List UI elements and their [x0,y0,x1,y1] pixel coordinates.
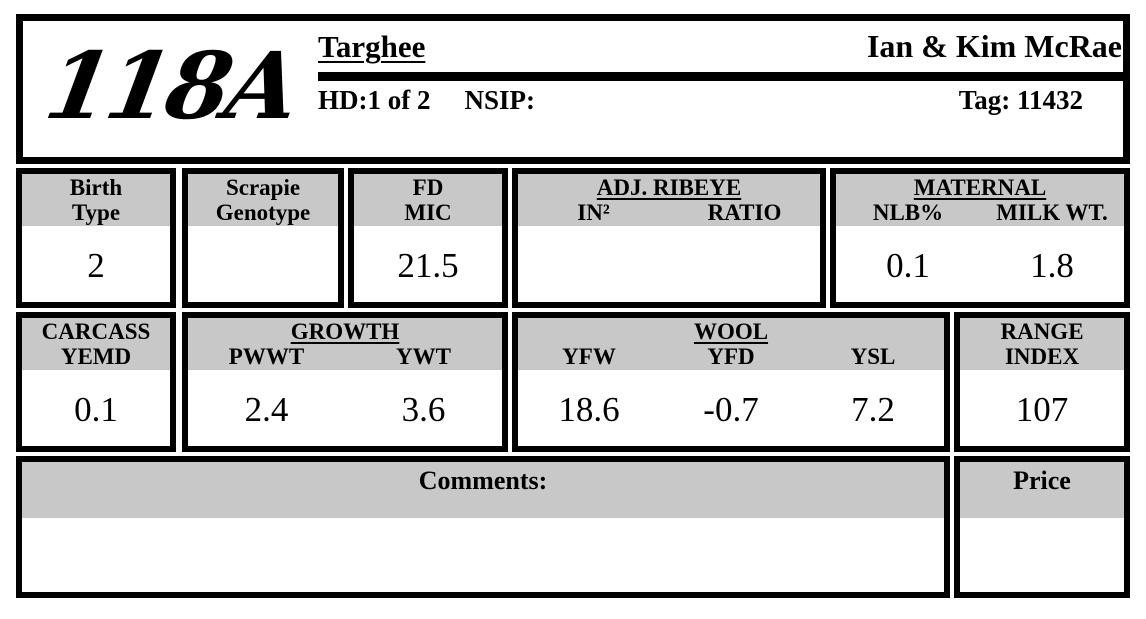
header-right: Targhee Ian & Kim McRae HD:1 of 2 NSIP: … [318,21,1123,157]
wool-sublabels: YFW YFD YSL [518,344,944,369]
wool-group-label: WOOL [693,319,769,344]
fd-mic-label-2: MIC [404,200,452,225]
milk-wt-label: MILK WT. [996,200,1108,225]
nlb-value: 0.1 [886,246,930,285]
milk-wt-value: 1.8 [1030,246,1074,285]
owner-name: Ian & Kim McRae [866,28,1122,65]
birth-type-value: 2 [87,246,105,285]
range-index-cell: RANGE INDEX 107 [954,312,1130,452]
scrapie-cell: Scrapie Genotype [182,168,344,308]
subtitle-row: HD:1 of 2 NSIP: Tag: 11432 [318,81,1123,116]
ysl-label: YSL [850,344,896,369]
header-section: 118A Targhee Ian & Kim McRae HD:1 of 2 N… [16,14,1130,164]
scrapie-value [188,226,338,248]
maternal-cell: MATERNAL NLB% MILK WT. 0.1 1.8 [830,168,1130,308]
adj-ribeye-group-label: ADJ. RIBEYE [596,175,742,200]
yfw-label: YFW [562,344,616,369]
adj-ribeye-values [518,226,820,248]
price-header: Price [960,462,1124,518]
yfd-label: YFD [707,344,755,369]
range-index-label-2: INDEX [1004,344,1080,369]
carcass-cell: CARCASS YEMD 0.1 [16,312,176,452]
lot-number-area: 118A [23,21,318,157]
carcass-label-1: CARCASS [41,319,151,344]
birth-type-header: Birth Type [22,174,170,226]
wool-cell: WOOL YFW YFD YSL 18.6 -0.7 7.2 [512,312,950,452]
ysl-value: 7.2 [851,390,895,429]
price-label: Price [1013,466,1071,495]
birth-type-label-1: Birth [69,175,123,200]
scrapie-header: Scrapie Genotype [188,174,338,226]
yfw-value: 18.6 [558,390,620,429]
ywt-label: YWT [396,344,451,369]
comments-label: Comments: [418,466,548,495]
range-index-label-1: RANGE [1000,319,1084,344]
adj-ribeye-header: ADJ. RIBEYE IN² RATIO [518,174,820,226]
yfd-value: -0.7 [703,390,759,429]
growth-sublabels: PWWT YWT [188,344,502,369]
wool-values: 18.6 -0.7 7.2 [518,370,944,427]
tag-label: Tag: 11432 [958,84,1083,115]
header-divider [318,71,1123,81]
growth-group-label: GROWTH [290,319,400,344]
adj-ribeye-sublabels: IN² RATIO [518,200,820,225]
carcass-value: 0.1 [74,390,118,429]
wool-header: WOOL YFW YFD YSL [518,318,944,370]
birth-type-label-2: Type [71,200,121,225]
growth-header: GROWTH PWWT YWT [188,318,502,370]
lot-number: 118A [37,32,305,140]
birth-type-cell: Birth Type 2 [16,168,176,308]
pwwt-label: PWWT [228,344,305,369]
maternal-values: 0.1 1.8 [836,226,1124,283]
maternal-header: MATERNAL NLB% MILK WT. [836,174,1124,226]
maternal-sublabels: NLB% MILK WT. [836,200,1124,225]
fd-mic-label-1: FD [412,175,444,200]
growth-values: 2.4 3.6 [188,370,502,427]
scrapie-label-2: Genotype [215,200,311,225]
price-value [960,518,1124,526]
nlb-label: NLB% [872,200,944,225]
hd-label: HD:1 of 2 [318,84,431,115]
fd-mic-cell: FD MIC 21.5 [348,168,508,308]
scrapie-label-1: Scrapie [225,175,301,200]
fd-mic-header: FD MIC [354,174,502,226]
carcass-label-2: YEMD [60,344,132,369]
comments-header: Comments: [22,462,944,518]
comments-value [22,518,944,526]
fd-mic-value: 21.5 [397,246,459,285]
breed-title: Targhee [318,29,426,64]
range-index-value: 107 [1015,390,1069,429]
range-index-header: RANGE INDEX [960,318,1124,370]
nsip-label: NSIP: [464,84,535,115]
title-row: Targhee Ian & Kim McRae [318,29,1123,65]
in2-label: IN² [577,200,610,225]
ywt-value: 3.6 [401,390,446,429]
maternal-group-label: MATERNAL [913,175,1047,200]
carcass-header: CARCASS YEMD [22,318,170,370]
comments-cell: Comments: [16,456,950,598]
growth-cell: GROWTH PWWT YWT 2.4 3.6 [182,312,508,452]
pwwt-value: 2.4 [244,390,289,429]
price-cell: Price [954,456,1130,598]
ratio-label: RATIO [707,200,782,225]
adj-ribeye-cell: ADJ. RIBEYE IN² RATIO [512,168,826,308]
